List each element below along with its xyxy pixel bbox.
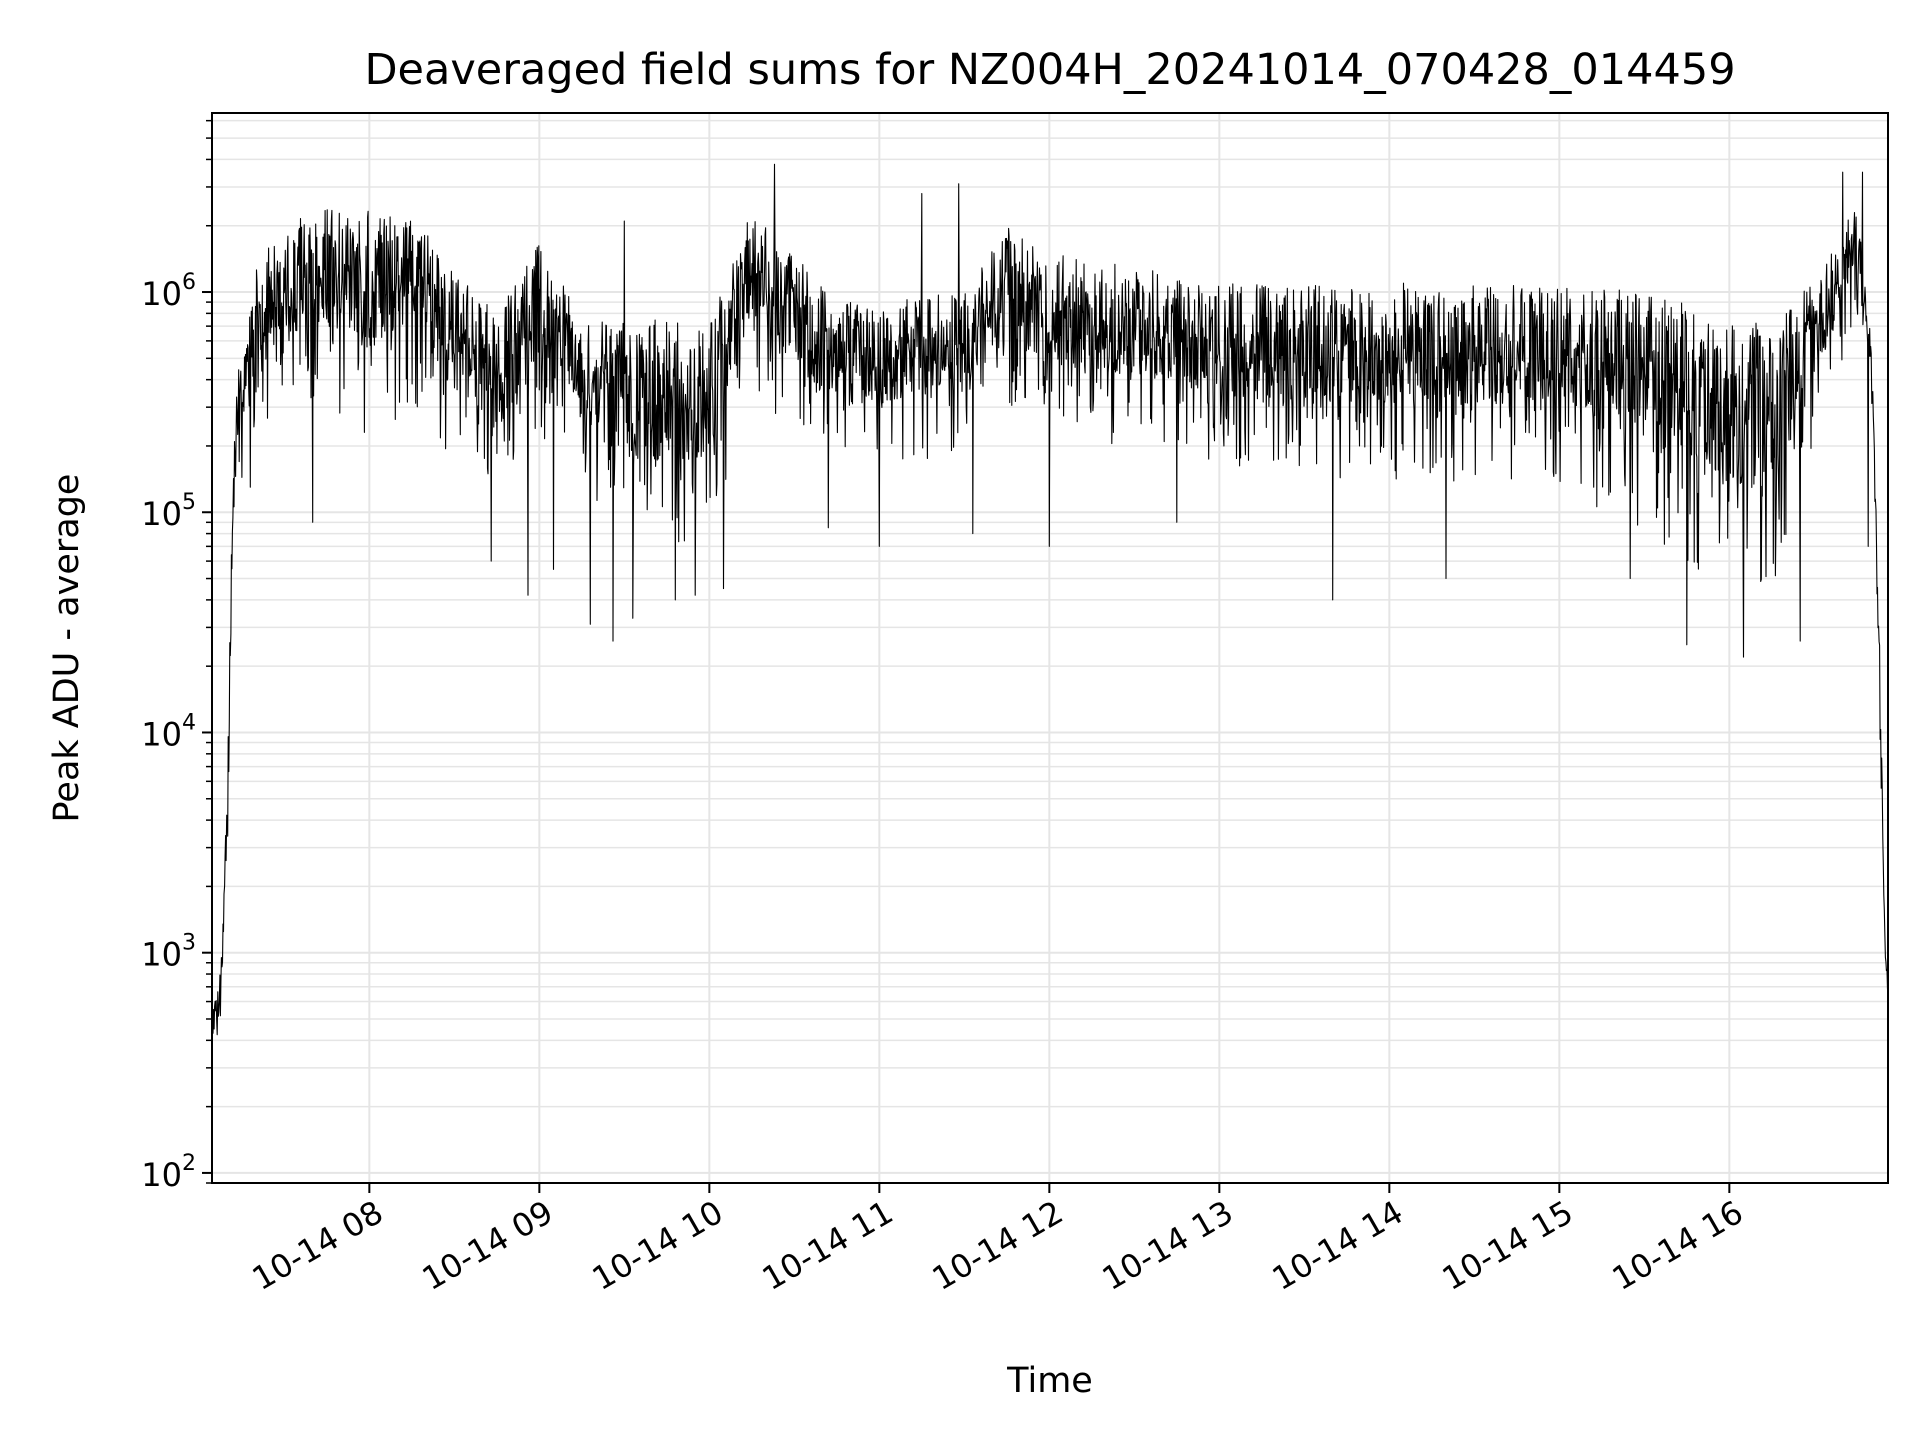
series-path	[211, 163, 1889, 1036]
y-tick-label: 104	[141, 710, 196, 753]
y-tick-base: 10	[141, 715, 182, 753]
y-tick-base: 10	[141, 936, 182, 974]
y-tick-exponent: 5	[182, 490, 196, 515]
y-tick-label: 106	[141, 270, 196, 313]
series-line	[211, 163, 1889, 1036]
y-tick-exponent: 2	[182, 1151, 196, 1176]
grid	[212, 113, 1888, 1184]
y-tick-base: 10	[141, 495, 182, 533]
y-tick-base: 10	[141, 275, 182, 313]
y-tick-label: 103	[141, 931, 196, 974]
chart-title: Deaveraged field sums for NZ004H_2024101…	[364, 45, 1735, 95]
y-tick-exponent: 3	[182, 931, 196, 956]
y-axis-title: Peak ADU - average	[47, 474, 87, 823]
y-tick-label: 105	[141, 490, 196, 533]
y-tick-base: 10	[141, 1156, 182, 1194]
y-tick-exponent: 6	[182, 270, 196, 295]
x-axis-title: Time	[1006, 1361, 1093, 1401]
y-tick-label: 102	[141, 1151, 196, 1194]
y-tick-exponent: 4	[182, 710, 196, 735]
